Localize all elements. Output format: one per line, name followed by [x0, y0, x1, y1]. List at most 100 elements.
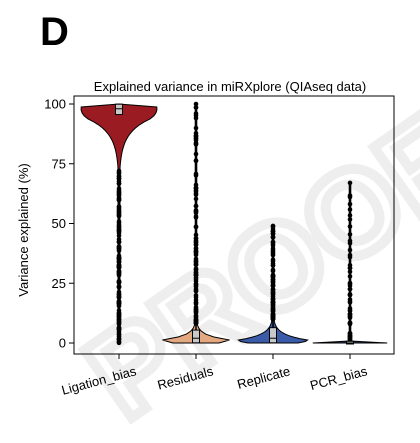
- outlier-point: [270, 267, 276, 273]
- outlier-point: [116, 210, 122, 216]
- outlier-point: [116, 204, 122, 210]
- outlier-point: [270, 292, 276, 298]
- outlier-point: [193, 281, 199, 287]
- box: [115, 103, 123, 116]
- outlier-point: [193, 300, 199, 305]
- box: [192, 329, 200, 344]
- outlier-point: [347, 232, 353, 237]
- outlier-point: [347, 201, 353, 207]
- outlier-point: [116, 195, 122, 201]
- outlier-point: [347, 217, 353, 222]
- outlier-point: [193, 288, 199, 294]
- outlier-point: [116, 289, 122, 295]
- outlier-point: [347, 286, 353, 292]
- plot-frame: [73, 95, 395, 355]
- chart-title: Explained variance in miRXplore (QIAseq …: [94, 79, 366, 94]
- outlier-point: [347, 194, 353, 200]
- outlier-point: [193, 125, 199, 131]
- outlier-point: [347, 265, 353, 271]
- outlier-point: [193, 158, 199, 163]
- outlier-point: [193, 293, 199, 298]
- outlier-point: [116, 186, 122, 192]
- y-axis: 0 25 50 75 100: [44, 97, 74, 351]
- outlier-point: [347, 292, 353, 298]
- x-tick-label: Ligation_bias: [60, 363, 138, 397]
- outlier-point: [347, 320, 353, 326]
- violin-ligation_bias: [80, 103, 158, 346]
- outlier-point: [347, 247, 353, 253]
- outlier-point: [193, 224, 199, 230]
- outlier-point: [116, 285, 122, 290]
- outlier-point: [347, 213, 353, 218]
- outlier-point: [193, 276, 199, 282]
- outlier-point: [193, 111, 199, 116]
- outlier-point: [193, 246, 199, 252]
- outlier-point: [270, 246, 276, 251]
- outlier-point: [193, 309, 199, 315]
- outlier-point: [193, 115, 199, 121]
- outlier-point: [270, 252, 276, 258]
- y-tick-label: 0: [59, 336, 66, 351]
- outlier-point: [193, 272, 199, 278]
- outlier-point: [193, 203, 199, 209]
- outlier-point: [116, 317, 122, 322]
- outlier-point: [193, 320, 199, 326]
- outlier-point: [193, 187, 199, 193]
- outlier-point: [270, 249, 276, 255]
- outlier-point: [193, 258, 199, 264]
- outlier-point: [116, 308, 122, 313]
- outlier-point: [270, 241, 276, 247]
- outlier-point: [193, 141, 199, 147]
- outlier-point: [116, 269, 122, 274]
- outlier-point: [116, 321, 122, 327]
- outlier-point: [193, 196, 199, 202]
- outlier-point: [347, 269, 353, 275]
- y-tick-label: 75: [52, 156, 66, 171]
- outlier-point: [193, 313, 199, 319]
- outlier-point: [270, 316, 276, 322]
- y-tick-label: 100: [44, 97, 66, 112]
- outlier-point: [193, 151, 199, 157]
- outlier-point: [270, 263, 276, 268]
- outlier-point: [270, 223, 276, 229]
- outlier-point: [116, 258, 122, 264]
- outlier-point: [347, 283, 353, 289]
- outlier-point: [270, 302, 276, 308]
- outlier-point: [347, 224, 353, 229]
- outlier-point: [116, 339, 122, 344]
- panel-label: D: [40, 10, 69, 54]
- outlier-point: [116, 325, 122, 331]
- outlier-point: [116, 248, 122, 253]
- outlier-point: [116, 213, 122, 219]
- outlier-point: [116, 301, 122, 306]
- box: [269, 327, 277, 344]
- y-tick-label: 50: [52, 216, 66, 231]
- outlier-point: [270, 311, 276, 317]
- outlier-point: [193, 240, 199, 245]
- outlier-point: [270, 273, 276, 279]
- outlier-point: [116, 168, 122, 174]
- outlier-point: [116, 191, 122, 196]
- outlier-point: [116, 227, 122, 232]
- outlier-point: [347, 307, 353, 313]
- outlier-point: [347, 207, 353, 212]
- outlier-point: [116, 279, 122, 285]
- outlier-point: [116, 329, 122, 335]
- x-tick-label: PCR_bias: [308, 363, 369, 393]
- outlier-point: [347, 313, 353, 319]
- x-axis: Ligation_bias Residuals Replicate PCR_bias: [60, 354, 369, 398]
- outlier-point: [347, 299, 353, 304]
- violin-residuals: [162, 101, 230, 344]
- outlier-point: [116, 312, 122, 317]
- violin-replicate: [237, 223, 309, 344]
- outlier-point: [193, 215, 199, 220]
- outlier-point: [270, 229, 276, 234]
- outlier-point: [116, 181, 122, 186]
- violin-pcr_bias: [312, 180, 388, 345]
- outlier-point: [116, 239, 122, 245]
- y-tick-label: 25: [52, 276, 66, 291]
- outlier-point: [193, 105, 199, 110]
- outlier-point: [116, 233, 122, 238]
- outlier-point: [347, 333, 353, 339]
